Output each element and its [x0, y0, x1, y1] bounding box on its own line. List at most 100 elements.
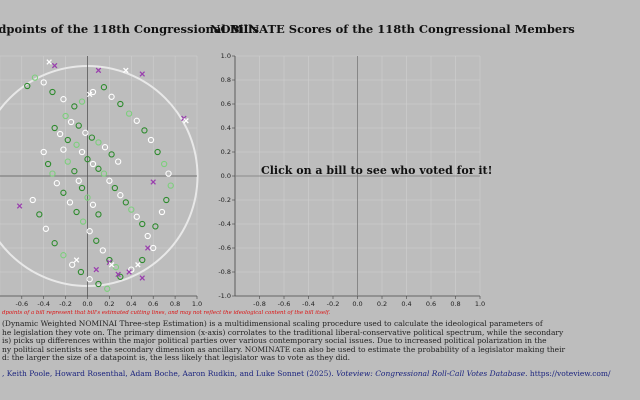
bill-midpoint[interactable]: [51, 124, 58, 132]
bill-midpoint[interactable]: [73, 208, 80, 216]
bill-midpoint[interactable]: [167, 182, 174, 189]
bill-midpoint[interactable]: [86, 276, 93, 283]
bill-midpoint[interactable]: [104, 285, 111, 292]
bill-midpoint[interactable]: [49, 170, 56, 177]
bill-midpoint-x[interactable]: [115, 271, 121, 278]
bill-midpoint-x[interactable]: [181, 115, 187, 122]
bill-midpoint[interactable]: [133, 117, 140, 124]
bill-midpoint[interactable]: [64, 158, 71, 165]
bill-midpoint[interactable]: [144, 232, 151, 240]
bill-midpoint[interactable]: [42, 225, 50, 232]
bill-midpoint[interactable]: [69, 261, 76, 268]
bill-midpoint[interactable]: [62, 112, 69, 120]
bill-midpoint[interactable]: [95, 139, 102, 146]
bill-midpoint[interactable]: [51, 240, 58, 247]
bill-midpoint[interactable]: [163, 196, 170, 204]
bill-midpoint[interactable]: [139, 256, 146, 264]
bill-midpoint[interactable]: [24, 82, 31, 90]
bill-midpoint[interactable]: [77, 268, 85, 276]
bill-midpoint-x[interactable]: [106, 259, 113, 266]
bill-midpoint-x[interactable]: [126, 269, 132, 275]
bill-midpoint[interactable]: [89, 160, 97, 168]
bill-midpoint[interactable]: [89, 88, 97, 96]
bill-midpoint[interactable]: [125, 110, 133, 117]
bill-midpoint[interactable]: [112, 264, 120, 271]
bill-midpoint-x[interactable]: [139, 275, 146, 281]
bill-midpoint[interactable]: [86, 228, 93, 235]
bill-midpoint-x[interactable]: [144, 245, 151, 251]
bill-midpoint[interactable]: [147, 136, 155, 144]
bill-midpoint[interactable]: [152, 223, 159, 230]
bill-midpoint[interactable]: [99, 247, 106, 254]
bill-midpoint-x[interactable]: [73, 257, 80, 263]
bill-midpoint[interactable]: [122, 199, 129, 206]
bill-midpoint-x[interactable]: [86, 91, 93, 98]
bill-midpoint[interactable]: [101, 144, 109, 151]
bill-midpoint[interactable]: [75, 177, 82, 184]
bill-midpoint[interactable]: [150, 244, 157, 252]
bill-midpoint[interactable]: [78, 184, 86, 192]
bill-midpoint[interactable]: [95, 211, 102, 218]
bill-midpoint[interactable]: [67, 118, 75, 126]
bill-midpoint[interactable]: [88, 134, 96, 141]
bill-midpoint[interactable]: [71, 168, 78, 175]
bill-midpoint-x[interactable]: [51, 62, 58, 69]
bill-midpoint[interactable]: [95, 280, 102, 288]
bill-midpoint[interactable]: [75, 122, 82, 129]
bill-midpoint[interactable]: [154, 148, 161, 156]
bill-midpoint[interactable]: [117, 100, 124, 108]
bill-midpoint[interactable]: [108, 151, 115, 158]
bill-midpoint[interactable]: [108, 93, 115, 100]
bill-midpoint[interactable]: [100, 84, 108, 91]
bill-midpoint-x[interactable]: [46, 59, 52, 65]
bill-midpoint[interactable]: [165, 170, 172, 177]
bill-midpoint[interactable]: [117, 273, 124, 280]
bill-midpoint[interactable]: [95, 165, 102, 172]
bill-midpoint[interactable]: [93, 237, 100, 244]
bill-midpoint-x[interactable]: [183, 118, 189, 124]
bill-midpoint[interactable]: [36, 211, 43, 218]
bill-midpoint-x[interactable]: [16, 203, 23, 209]
bill-midpoint[interactable]: [73, 141, 80, 148]
bill-midpoint[interactable]: [128, 206, 135, 213]
bill-midpoint[interactable]: [82, 129, 89, 136]
bill-midpoint[interactable]: [40, 148, 47, 156]
bill-midpoint[interactable]: [115, 158, 122, 165]
bill-midpoint[interactable]: [71, 103, 78, 110]
bill-midpoint[interactable]: [141, 127, 148, 134]
bill-midpoint-x[interactable]: [123, 67, 129, 74]
bill-midpoint[interactable]: [78, 148, 86, 156]
bill-midpoint[interactable]: [56, 130, 64, 138]
bill-midpoint[interactable]: [106, 256, 113, 264]
bill-midpoint[interactable]: [139, 220, 146, 228]
bill-midpoint[interactable]: [60, 96, 67, 103]
bill-midpoint[interactable]: [106, 177, 113, 184]
bill-midpoint[interactable]: [158, 208, 166, 216]
bill-midpoint[interactable]: [133, 213, 140, 220]
bill-midpoint[interactable]: [64, 136, 71, 144]
bill-midpoint[interactable]: [79, 218, 87, 225]
bill-midpoint[interactable]: [31, 74, 39, 81]
bill-midpoint[interactable]: [117, 192, 124, 199]
bill-midpoint-x[interactable]: [135, 262, 141, 268]
bill-midpoint-x[interactable]: [139, 71, 146, 77]
bill-midpoint[interactable]: [60, 146, 67, 153]
bill-midpoint[interactable]: [29, 196, 36, 204]
bill-midpoint[interactable]: [89, 201, 97, 208]
bill-midpoint[interactable]: [111, 184, 119, 192]
bill-midpoint-x[interactable]: [93, 266, 100, 273]
bill-midpoint-x[interactable]: [95, 67, 102, 74]
bill-midpoint[interactable]: [128, 266, 135, 273]
bill-midpoint[interactable]: [100, 170, 108, 177]
bill-midpoint[interactable]: [60, 189, 67, 196]
bill-midpoint[interactable]: [49, 88, 56, 96]
bill-midpoint-x[interactable]: [108, 262, 115, 268]
bill-midpoint[interactable]: [160, 160, 168, 168]
bill-midpoint[interactable]: [78, 98, 86, 105]
bill-midpoint[interactable]: [84, 156, 91, 163]
bill-midpoint[interactable]: [53, 180, 60, 187]
bill-midpoint[interactable]: [84, 194, 91, 201]
bill-midpoint[interactable]: [60, 252, 67, 259]
bill-midpoint[interactable]: [44, 160, 52, 168]
bill-midpoint[interactable]: [66, 199, 74, 206]
